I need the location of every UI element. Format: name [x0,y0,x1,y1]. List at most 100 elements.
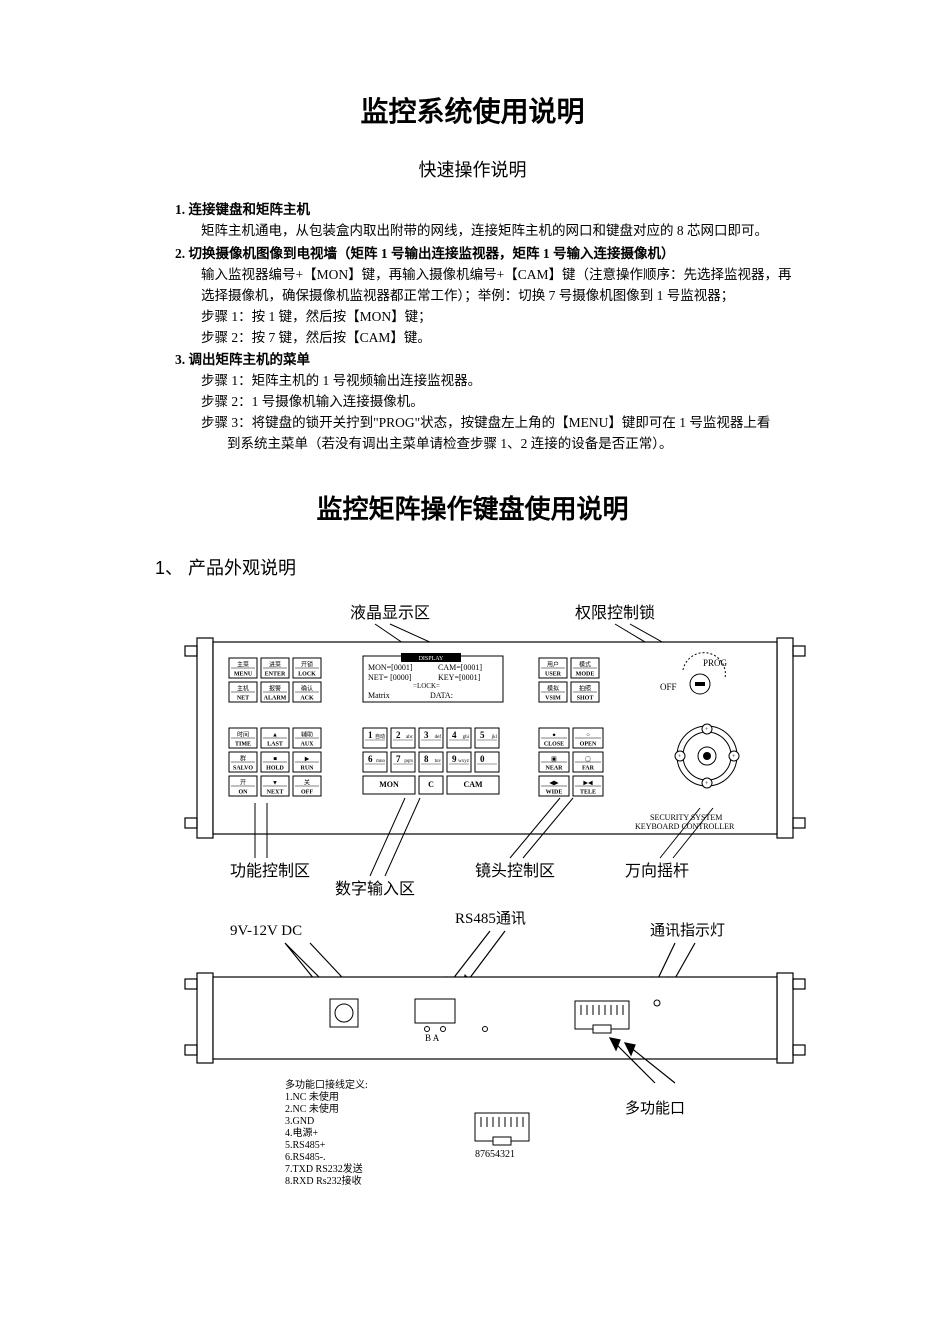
key-button: ■ HOLD [261,752,289,772]
pinout-l7: 7.TXD RS232发送 [285,1162,363,1175]
svg-text:▲: ▲ [272,732,278,738]
numpad-key: 6mno [363,752,387,772]
svg-text:○: ○ [586,732,590,738]
svg-text:NEAR: NEAR [545,766,563,772]
svg-text:ghi: ghi [463,735,470,740]
svg-text:模式: 模式 [579,660,591,668]
svg-text:▣: ▣ [551,756,557,762]
title-sub: 快速操作说明 [95,156,850,182]
svg-text:LOCK: LOCK [298,672,316,678]
svg-text:▼: ▼ [272,780,278,786]
item3-head: 3. 调出矩阵主机的菜单 [175,350,830,371]
svg-text:MON: MON [379,780,399,789]
svg-text:NET: NET [237,696,249,702]
svg-text:USER: USER [545,672,562,678]
svg-text:LAST: LAST [267,742,283,748]
item2-head: 2. 切换摄像机图像到电视墙（矩阵 1 号输出连接监视器，矩阵 1 号输入连接摄… [175,244,830,265]
security-label: SECURITY SYSTEM [650,813,722,822]
numpad-key: 7pqrs [391,752,415,772]
key-button: 关 OFF [293,776,321,796]
numpad-key: 2abc [391,728,415,748]
title-second: 监控矩阵操作键盘使用说明 [95,489,850,526]
prog-label: PROG [703,658,728,668]
pins-label: 87654321 [475,1149,515,1160]
item1-head: 1. 连接键盘和矩阵主机 [175,200,830,221]
svg-text:6: 6 [368,754,373,764]
svg-text:进菜: 进菜 [269,660,281,668]
key-button: 报警ALARM [261,682,289,702]
svg-text:TELE: TELE [580,790,596,796]
numpad-key: 0 [475,752,499,772]
lcd-net: NET= [0000] [368,673,412,682]
svg-text:群: 群 [240,754,246,762]
svg-text:RUN: RUN [301,766,315,772]
lcd-matrix: Matrix [368,691,390,700]
svg-text:HOLD: HOLD [266,766,284,772]
title-main: 监控系统使用说明 [95,90,850,130]
svg-text:tuv: tuv [435,759,442,764]
label-rs485: RS485通讯 [455,910,526,927]
key-button: 进菜ENTER [261,658,289,678]
front-panel-diagram: 液晶显示区 权限控制锁 主菜MENU进菜ENTER开锁LOCK主机NET报警AL… [155,598,875,898]
item3-line3: 步骤 3：将键盘的锁开关拧到"PROG"状态，按键盘左上角的【MENU】键即可在… [175,413,830,434]
instructions-block: 1. 连接键盘和矩阵主机 矩阵主机通电，从包装盒内取出附带的网线，连接矩阵主机的… [95,200,850,455]
pinout-l4: 4.电源+ [285,1126,318,1139]
svg-text:0: 0 [480,754,485,764]
svg-text:用户: 用户 [547,660,559,668]
svg-text:自动: 自动 [375,733,385,740]
key-button: ▲ LAST [261,728,289,748]
key-button: ▶◀TELE [573,776,603,796]
pinout-l5: 5.RS485+ [285,1140,326,1151]
key-button: 拍照SHOT [571,682,599,702]
svg-text:开: 开 [240,779,246,786]
svg-text:pqrs: pqrs [404,759,413,764]
key-button: ▢ FAR [573,752,603,772]
svg-text:MENU: MENU [234,672,253,678]
svg-text:AUX: AUX [301,742,315,748]
svg-text:NEXT: NEXT [267,790,284,796]
lcd-key: KEY=[0001] [438,673,481,682]
svg-text:时间: 时间 [237,730,249,738]
lcd-header: DISPLAY [419,656,444,662]
item2-line3: 步骤 1：按 1 键，然后按【MON】键； [175,307,830,328]
svg-text:def: def [435,735,442,740]
numpad-key: 5jkl [475,728,499,748]
pinout-l6: 6.RS485-. [285,1152,326,1163]
key-button: C [419,776,443,794]
svg-text:SHOT: SHOT [577,696,594,702]
key-button: ○ OPEN [573,728,603,748]
svg-text:MODE: MODE [576,672,595,678]
key-button: ●CLOSE [539,728,569,748]
label-func: 功能控制区 [230,862,310,880]
label-lcd: 液晶显示区 [350,604,430,622]
svg-text:▢: ▢ [585,756,591,762]
numpad-key: 8 tuv [419,752,443,772]
svg-text:wxyz: wxyz [458,759,470,764]
key-button: 模式 MODE [571,658,599,678]
pinout-l1: 1.NC 未使用 [285,1090,339,1103]
lcd-cam: CAM=[0001] [438,663,482,672]
pinout-l2: 2.NC 未使用 [285,1102,339,1115]
label-lens: 镜头控制区 [475,861,555,880]
svg-text:主机: 主机 [237,684,249,692]
svg-text:关: 关 [304,778,310,786]
svg-text:ON: ON [239,790,249,796]
label-joystick: 万向摇杆 [625,862,689,880]
pinout-l8: 8.RXD Rs232接收 [285,1174,362,1187]
svg-text:●: ● [552,732,556,738]
pinout-block: 多功能口接线定义: 1.NC 未使用 2.NC 未使用 3.GND 4.电源+ … [285,1078,368,1187]
svg-text:OPEN: OPEN [580,742,597,748]
svg-text:■: ■ [273,756,277,762]
key-button: 开锁LOCK [293,658,321,678]
key-button: 主机 NET [229,682,257,702]
svg-text:OFF: OFF [301,790,313,796]
key-button: CAM [447,776,499,794]
key-button: 开 ON [229,776,257,796]
svg-text:ACK: ACK [300,696,314,702]
key-button: MON [363,776,415,794]
item2-line2: 选择摄像机，确保摄像机监视器都正常工作）；举例：切换 7 号摄像机图像到 1 号… [175,286,830,307]
item3-line2: 步骤 2：1 号摄像机输入连接摄像机。 [175,392,830,413]
svg-text:8: 8 [424,754,429,764]
svg-text:FAR: FAR [582,766,595,772]
rear-panel-diagram: 9V-12V DC RS485通讯 通讯指示灯 [155,903,875,1203]
